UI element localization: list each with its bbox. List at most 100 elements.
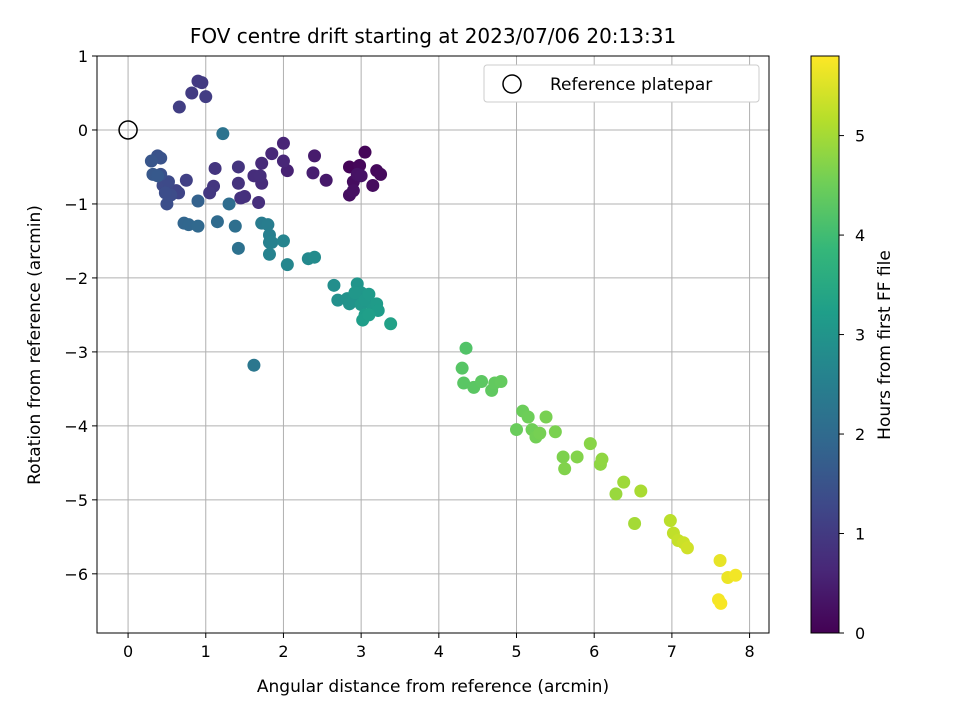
data-point — [308, 250, 322, 264]
data-point — [663, 514, 677, 528]
data-point — [558, 462, 572, 476]
data-point — [306, 166, 320, 180]
data-point — [366, 178, 380, 192]
y-tick-label: −6 — [64, 565, 88, 584]
x-axis-ticks: 0 1 2 3 4 5 6 7 8 — [123, 633, 755, 661]
data-point — [144, 154, 158, 168]
colorbar-ticks: 0 1 2 3 4 5 — [839, 127, 865, 643]
data-point — [191, 219, 205, 233]
data-point — [617, 475, 631, 489]
x-tick-label: 0 — [123, 642, 133, 661]
data-point — [459, 341, 473, 355]
x-tick-label: 8 — [744, 642, 754, 661]
data-point — [261, 218, 275, 232]
data-point — [556, 450, 570, 464]
data-point — [457, 376, 471, 390]
data-point — [455, 361, 469, 375]
data-point — [570, 450, 584, 464]
legend: Reference platepar — [483, 64, 760, 103]
x-tick-label: 2 — [278, 642, 288, 661]
data-point — [210, 215, 224, 229]
data-point — [319, 173, 333, 187]
data-point — [252, 195, 266, 209]
data-point — [231, 176, 245, 190]
data-point — [374, 167, 388, 181]
y-axis-label: Rotation from reference (arcmin) — [25, 205, 45, 485]
data-points — [144, 74, 743, 610]
y-tick-label: −2 — [64, 269, 88, 288]
colorbar-tick-label: 4 — [855, 226, 865, 245]
data-point — [539, 410, 553, 424]
data-point — [208, 161, 222, 175]
colorbar: 0 1 2 3 4 5 Hours from first FF file — [810, 55, 895, 643]
data-point — [253, 169, 267, 183]
data-point — [362, 287, 376, 301]
data-point — [199, 90, 213, 104]
data-point — [228, 219, 242, 233]
reference-marker — [118, 120, 138, 140]
data-point — [203, 186, 217, 200]
data-point — [729, 568, 743, 582]
colorbar-tick-label: 2 — [855, 425, 865, 444]
data-point — [158, 186, 172, 200]
grid — [97, 55, 769, 633]
data-point — [276, 234, 290, 248]
data-point — [276, 154, 290, 168]
data-point — [234, 191, 248, 205]
data-point — [358, 145, 372, 159]
colorbar-tick-label: 3 — [855, 326, 865, 345]
chart-title: FOV centre drift starting at 2023/07/06 … — [190, 24, 676, 48]
data-point — [191, 194, 205, 208]
x-tick-label: 6 — [589, 642, 599, 661]
data-point — [628, 517, 642, 531]
data-point — [583, 437, 597, 451]
y-axis-ticks: 1 0 −1 −2 −3 −4 −5 −6 — [64, 47, 97, 584]
data-point — [533, 426, 547, 440]
data-point — [231, 160, 245, 174]
x-tick-label: 5 — [511, 642, 521, 661]
data-point — [185, 86, 199, 100]
data-point — [160, 197, 174, 211]
y-tick-label: −4 — [64, 417, 88, 436]
colorbar-tick-label: 5 — [855, 127, 865, 146]
data-point — [354, 169, 368, 183]
data-point — [384, 317, 398, 331]
data-point — [521, 410, 535, 424]
data-point — [262, 247, 276, 261]
y-tick-label: −3 — [64, 343, 88, 362]
data-point — [195, 76, 209, 90]
data-point — [222, 197, 236, 211]
x-tick-label: 7 — [667, 642, 677, 661]
data-point — [265, 235, 279, 249]
y-tick-label: 0 — [78, 121, 88, 140]
legend-box — [483, 64, 760, 103]
data-point — [265, 147, 279, 161]
colorbar-gradient — [810, 55, 840, 634]
data-point — [346, 184, 360, 198]
data-point — [216, 127, 230, 141]
x-tick-label: 4 — [434, 642, 444, 661]
data-point — [348, 286, 362, 300]
y-tick-label: 1 — [78, 47, 88, 66]
data-point — [231, 241, 245, 255]
data-point — [680, 541, 694, 555]
data-point — [276, 136, 290, 150]
data-point — [475, 374, 489, 388]
colorbar-tick-label: 0 — [855, 624, 865, 643]
data-point — [713, 554, 727, 568]
legend-label: Reference platepar — [550, 75, 712, 95]
data-point — [308, 149, 322, 163]
data-point — [280, 258, 294, 272]
plot-frame — [96, 55, 770, 634]
data-point — [362, 308, 376, 322]
y-tick-label: −5 — [64, 491, 88, 510]
data-point — [247, 358, 261, 372]
data-point — [494, 374, 508, 388]
y-tick-label: −1 — [64, 195, 88, 214]
legend-marker — [502, 74, 522, 94]
data-point — [595, 452, 609, 466]
data-point — [609, 487, 623, 501]
x-axis-label: Angular distance from reference (arcmin) — [257, 677, 609, 697]
data-point — [151, 169, 165, 183]
